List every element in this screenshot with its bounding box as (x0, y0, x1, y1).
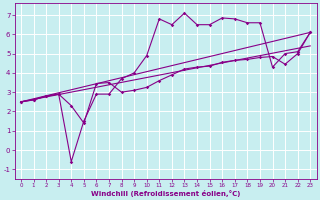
X-axis label: Windchill (Refroidissement éolien,°C): Windchill (Refroidissement éolien,°C) (91, 190, 240, 197)
